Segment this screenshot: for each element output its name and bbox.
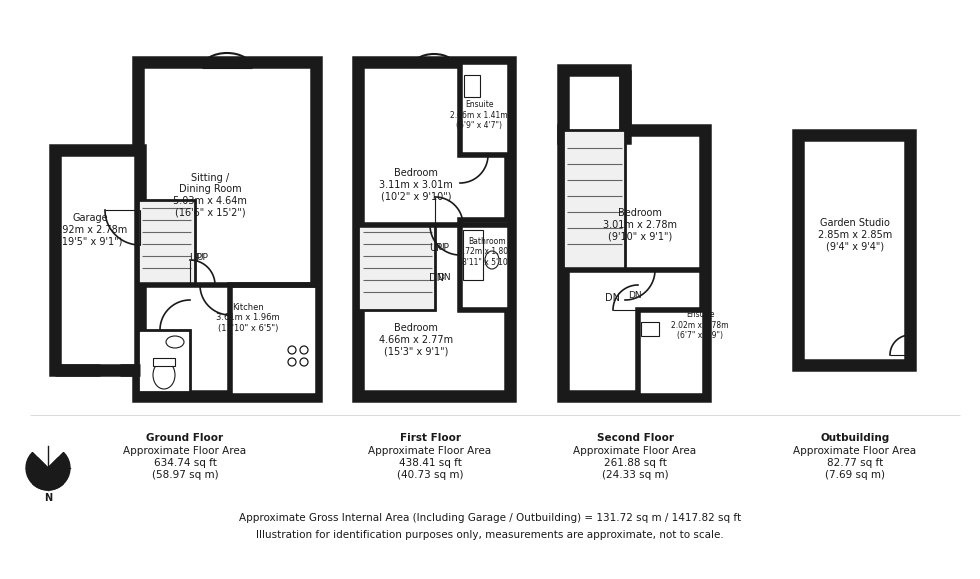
Bar (563, 130, 625, 270)
Text: (24.33 sq m): (24.33 sq m) (602, 470, 668, 480)
Bar (358, 225, 435, 310)
Text: Garden Studio
2.85m x 2.85m
(9'4" x 9'4"): Garden Studio 2.85m x 2.85m (9'4" x 9'4"… (818, 218, 892, 252)
Text: UP: UP (196, 254, 208, 262)
Bar (358, 62, 510, 396)
Ellipse shape (485, 251, 499, 269)
Bar (464, 75, 480, 97)
Text: UP: UP (437, 244, 449, 252)
Bar (460, 62, 510, 155)
Text: DN: DN (605, 293, 619, 303)
Bar (638, 310, 705, 396)
Text: DN: DN (437, 273, 451, 283)
Polygon shape (32, 468, 64, 490)
Bar (798, 135, 910, 365)
Text: Kitchen
3.61m x 1.96m
(11'10" x 6'5"): Kitchen 3.61m x 1.96m (11'10" x 6'5") (217, 303, 280, 333)
Bar (55, 150, 140, 370)
Text: Bedroom
3.11m x 3.01m
(10'2" x 9'10"): Bedroom 3.11m x 3.01m (10'2" x 9'10") (379, 168, 453, 201)
Text: DN: DN (628, 291, 642, 299)
Text: Bedroom
3.01m x 2.78m
(9'10" x 9'1"): Bedroom 3.01m x 2.78m (9'10" x 9'1") (603, 208, 677, 241)
Text: Sitting /
Dining Room
5.03m x 4.64m
(16'6" x 15'2"): Sitting / Dining Room 5.03m x 4.64m (16'… (173, 173, 247, 217)
Text: DN: DN (428, 273, 444, 283)
Text: (40.73 sq m): (40.73 sq m) (397, 470, 464, 480)
Bar (563, 70, 625, 138)
Text: Approximate Gross Internal Area (Including Garage / Outbuilding) = 131.72 sq m /: Approximate Gross Internal Area (Includi… (239, 513, 741, 523)
Text: Approximate Floor Area: Approximate Floor Area (794, 446, 916, 456)
Bar (641, 322, 659, 336)
Bar (230, 285, 318, 396)
Text: Approximate Floor Area: Approximate Floor Area (368, 446, 492, 456)
Text: (7.69 sq m): (7.69 sq m) (825, 470, 885, 480)
Text: 438.41 sq ft: 438.41 sq ft (399, 458, 462, 468)
Text: Bathroom
2.72m x 1.80m
(8'11" x 5'10"): Bathroom 2.72m x 1.80m (8'11" x 5'10") (459, 237, 515, 267)
Bar (153, 358, 175, 366)
Bar (138, 62, 316, 396)
Text: Illustration for identification purposes only, measurements are approximate, not: Illustration for identification purposes… (256, 530, 724, 540)
Text: 82.77 sq ft: 82.77 sq ft (827, 458, 883, 468)
Text: Garage
5.92m x 2.78m
(19'5" x 9'1"): Garage 5.92m x 2.78m (19'5" x 9'1") (53, 214, 127, 247)
Text: Outbuilding: Outbuilding (820, 433, 890, 443)
Text: N: N (44, 493, 52, 503)
Text: UP: UP (189, 253, 203, 263)
Bar (463, 230, 483, 280)
Text: First Floor: First Floor (400, 433, 461, 443)
Ellipse shape (153, 361, 175, 389)
Text: 634.74 sq ft: 634.74 sq ft (154, 458, 217, 468)
Bar (138, 330, 190, 392)
Text: (58.97 sq m): (58.97 sq m) (152, 470, 219, 480)
Text: Ensuite
2.06m x 1.41m
(6'9" x 4'7"): Ensuite 2.06m x 1.41m (6'9" x 4'7") (450, 100, 508, 130)
Bar (563, 130, 705, 396)
Text: Ground Floor: Ground Floor (146, 433, 223, 443)
Text: Ensuite
2.02m x 1.78m
(6'7" x 5'9"): Ensuite 2.02m x 1.78m (6'7" x 5'9") (671, 310, 729, 340)
Polygon shape (26, 452, 70, 490)
Text: 261.88 sq ft: 261.88 sq ft (604, 458, 666, 468)
Bar (460, 220, 510, 310)
Text: Approximate Floor Area: Approximate Floor Area (573, 446, 697, 456)
Text: UP: UP (429, 243, 443, 253)
Text: Approximate Floor Area: Approximate Floor Area (123, 446, 247, 456)
Ellipse shape (166, 336, 184, 348)
Bar (138, 200, 195, 285)
Text: Bedroom
4.66m x 2.77m
(15'3" x 9'1"): Bedroom 4.66m x 2.77m (15'3" x 9'1") (379, 324, 453, 357)
Text: Second Floor: Second Floor (597, 433, 673, 443)
